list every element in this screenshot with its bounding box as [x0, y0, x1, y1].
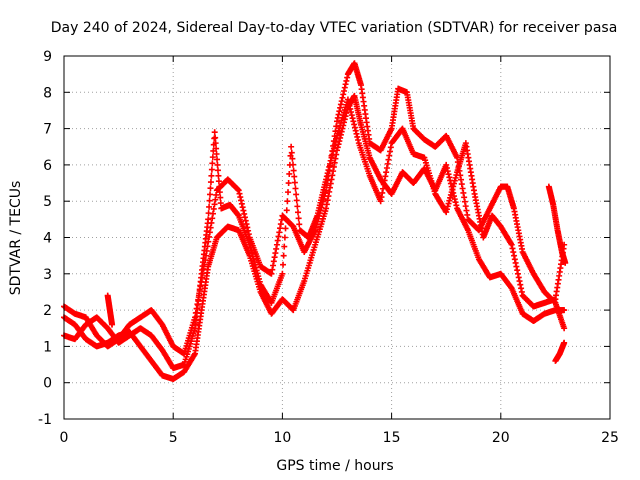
series-4: [545, 183, 569, 266]
data-point: [281, 234, 288, 241]
data-point: [294, 203, 301, 210]
data-point: [217, 200, 224, 207]
y-tick-label: -1: [38, 412, 52, 428]
data-point: [216, 189, 223, 196]
data-point: [283, 216, 290, 223]
data-point: [215, 172, 222, 179]
data-point: [285, 189, 292, 196]
x-tick-label: 0: [60, 430, 69, 446]
data-point: [214, 161, 221, 168]
series-2: [61, 60, 568, 357]
data-point: [213, 151, 220, 158]
data-point: [283, 207, 290, 214]
data-point: [209, 160, 216, 167]
data-point: [284, 198, 291, 205]
x-tick-label: 10: [273, 430, 291, 446]
y-tick-label: 9: [43, 49, 52, 65]
data-point: [288, 149, 295, 156]
data-point: [206, 203, 213, 210]
data-point: [214, 156, 221, 163]
data-point: [285, 180, 292, 187]
data-point: [211, 129, 218, 136]
data-point: [208, 172, 215, 179]
data-point: [289, 155, 296, 162]
y-tick-label: 0: [43, 376, 52, 392]
y-tick-label: 7: [43, 122, 52, 138]
y-tick-label: 1: [43, 339, 52, 355]
data-point: [205, 216, 212, 223]
x-tick-label: 25: [601, 430, 619, 446]
plot-border: [63, 55, 611, 420]
data-point: [295, 209, 301, 216]
data-point: [109, 321, 116, 328]
data-point: [295, 215, 302, 222]
data-point: [214, 167, 221, 174]
data-point: [282, 225, 289, 232]
series-6: [104, 292, 116, 328]
data-point: [296, 221, 303, 228]
data-point: [561, 339, 568, 346]
x-tick-label: 15: [383, 430, 401, 446]
data-point: [280, 261, 287, 268]
data-point: [279, 270, 286, 277]
data-point: [281, 243, 288, 250]
data-point: [280, 252, 287, 259]
y-axis-label: SDTVAR / TECUs: [8, 181, 24, 296]
y-tick-label: 8: [43, 85, 52, 101]
y-tick-label: 2: [43, 303, 52, 319]
data-point: [291, 173, 298, 180]
y-tick-label: 6: [43, 158, 52, 174]
data-point: [205, 210, 212, 217]
x-tick-label: 20: [492, 430, 510, 446]
data-series: [61, 60, 569, 383]
data-point: [207, 179, 214, 186]
y-tick-label: 5: [43, 194, 52, 210]
data-point: [286, 170, 293, 177]
y-tick-label: 4: [43, 231, 52, 247]
data-point: [212, 140, 219, 147]
data-point: [215, 178, 222, 185]
x-tick-label: 5: [169, 430, 178, 446]
data-point: [206, 197, 213, 204]
data-point: [207, 185, 214, 192]
data-point: [561, 307, 568, 314]
data-point: [209, 154, 216, 161]
data-point: [562, 259, 569, 266]
data-point: [561, 325, 568, 332]
data-point: [293, 197, 300, 204]
data-point: [292, 185, 299, 192]
series-5: [552, 339, 568, 364]
chart-title: Day 240 of 2024, Sidereal Day-to-day VTE…: [51, 20, 618, 36]
data-point: [290, 167, 297, 174]
data-point: [290, 161, 297, 168]
data-point: [217, 194, 224, 201]
data-point: [293, 191, 300, 198]
data-point: [207, 191, 214, 198]
x-axis-label: GPS time / hours: [276, 458, 393, 474]
data-point: [288, 143, 295, 150]
series-3: [61, 96, 568, 372]
data-point: [291, 179, 298, 186]
data-point: [213, 145, 220, 152]
data-point: [216, 183, 223, 190]
y-tick-label: 3: [43, 267, 52, 283]
axis-ticks: 0 5 10 15 20 25 -1 0 1 2 3 4 5 6 7 8 9: [38, 49, 619, 446]
data-point: [212, 134, 219, 141]
data-point: [208, 166, 215, 173]
